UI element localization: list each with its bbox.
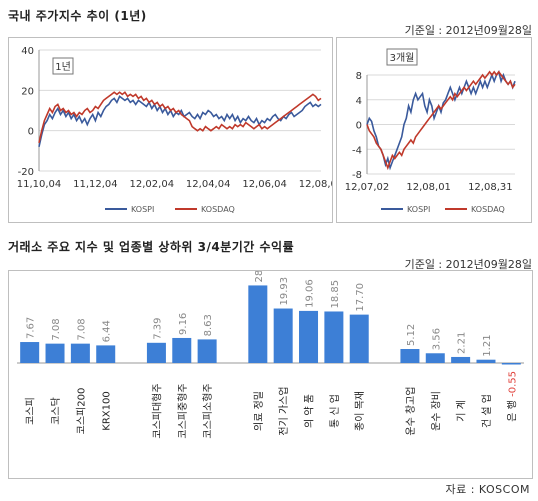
section2-base-date: 기준일 : 2012년09월28일 [404, 258, 532, 271]
y-tick-label: -20 [18, 167, 34, 178]
category-label: 통 신 업 [328, 394, 341, 428]
category-label: KRX100 [102, 391, 113, 430]
legend-label-kosdaq: KOSDAQ [471, 205, 505, 214]
category-label: 코스피대형주 [151, 383, 163, 438]
returns-bar-chart-panel: 7.67 코스피 7.08 코스닥 7.08 코스피200 6.44 KRX100 7.39 코스… [8, 254, 533, 479]
legend-label-kospi: KOSPI [131, 205, 154, 214]
bar-value-label: 7.39 [152, 318, 163, 340]
category-label: 코스피중형주 [177, 383, 189, 438]
bar-value-label: -0.55 [507, 371, 518, 397]
bar-value-label: 19.06 [305, 279, 316, 308]
x-tick-label: 12,06,04 [242, 179, 287, 190]
bar-value-label: 18.85 [330, 280, 341, 309]
bar-value-label: 19.93 [279, 277, 290, 306]
category-label: 전기 가스업 [277, 386, 290, 435]
bar-value-label: 7.67 [26, 317, 37, 339]
bar [20, 342, 40, 363]
y-tick-label: 8 [356, 71, 362, 82]
three-month-line-chart: -8 -4 0 4 8 12,07,02 12,08,01 12,08,31 3개월 KOSPI K… [345, 48, 516, 214]
x-tick-label: 12,07,02 [345, 182, 390, 193]
bar [96, 345, 116, 363]
legend-label-kosdaq: KOSDAQ [201, 205, 235, 214]
period-label: 1년 [55, 61, 71, 73]
bar [70, 343, 90, 363]
category-label: 운수 창고업 [404, 386, 417, 435]
bar [248, 285, 268, 363]
bar-value-label: 3.56 [431, 328, 442, 350]
category-label: 은 행 [506, 400, 518, 422]
bar-value-label: 6.44 [102, 320, 113, 342]
y-tick-label: 0 [28, 127, 34, 138]
category-label: 코스피200 [75, 388, 87, 435]
bar [501, 363, 521, 365]
section1-base-date: 기준일 : 2012년09월28일 [404, 24, 532, 37]
y-tick-label: -8 [352, 170, 362, 181]
y-tick-label: -4 [352, 145, 362, 156]
x-tick-label: 12,02,04 [130, 179, 175, 190]
bar-value-label: 7.08 [51, 318, 62, 340]
category-label: 코스피 [25, 397, 37, 425]
category-label: 의료 정밀 [253, 391, 265, 431]
section2-title: 거래소 주요 지수 및 업종별 상하위 3/4분기간 수익률 [8, 240, 295, 254]
category-label: 건 설 업 [480, 394, 493, 428]
category-label: 기 계 [456, 400, 468, 422]
bar [273, 308, 293, 363]
y-tick-label: 4 [356, 96, 362, 107]
bar-value-label: 5.12 [406, 324, 417, 346]
bar [146, 342, 166, 363]
returns-bar-chart: 7.67 코스피 7.08 코스닥 7.08 코스피200 6.44 KRX100 7.39 코스… [17, 254, 524, 439]
category-label: 종이 목재 [354, 391, 366, 431]
x-tick-label: 12,08,31 [468, 182, 513, 193]
y-tick-label: 0 [356, 121, 362, 132]
bar-value-label: 8.63 [203, 314, 214, 336]
x-tick-label: 12,04,04 [186, 179, 231, 190]
bar-value-label: 28.38 [254, 271, 265, 282]
three-month-chart-panel: -8 -4 0 4 8 12,07,02 12,08,01 12,08,31 3개월 KOSPI K… [336, 37, 532, 223]
y-tick-label: 40 [21, 46, 34, 57]
x-tick-label: 11,12,04 [73, 179, 118, 190]
series-line-kospi [38, 95, 322, 147]
category-label: 의 약 품 [304, 394, 316, 428]
bar [349, 314, 369, 363]
legend-label-kospi: KOSPI [407, 205, 430, 214]
period-label: 3개월 [390, 52, 415, 64]
bar [400, 349, 420, 363]
bar-value-label: 2.21 [457, 332, 468, 354]
category-label: 운수 장비 [430, 391, 442, 431]
bar [425, 353, 445, 363]
bar [172, 337, 192, 363]
bar [45, 343, 65, 363]
x-tick-label: 12,08,01 [406, 182, 451, 193]
series-line-kospi [366, 70, 516, 171]
one-year-chart-panel: -20 0 20 40 11,10,04 11,12,04 12,02,04 12,04,04… [8, 37, 344, 223]
bar-value-label: 17.70 [355, 283, 366, 312]
x-tick-label: 11,10,04 [17, 179, 62, 190]
bar-value-label: 1.21 [482, 334, 493, 356]
category-label: 코스닥 [50, 397, 62, 425]
bar-value-label: 7.08 [76, 318, 87, 340]
bar [476, 359, 496, 363]
series-line-kosdaq [38, 91, 322, 143]
bar [299, 310, 319, 363]
period-label-box [386, 48, 418, 66]
bar [451, 356, 471, 363]
bar [324, 311, 344, 363]
x-tick-label: 12,08,04 [299, 179, 332, 190]
category-label: 코스피소형주 [202, 383, 214, 438]
bar [197, 339, 217, 363]
y-tick-label: 20 [21, 86, 34, 97]
series-line-kosdaq [366, 70, 516, 171]
source-label: 자료 : KOSCOM [445, 483, 530, 496]
period-label-box [52, 57, 74, 75]
bar-value-label: 9.16 [178, 313, 189, 335]
section1-title: 국내 주가지수 추이 (1년) [8, 9, 147, 23]
one-year-line-chart: -20 0 20 40 11,10,04 11,12,04 12,02,04 12,04,04… [17, 46, 344, 214]
